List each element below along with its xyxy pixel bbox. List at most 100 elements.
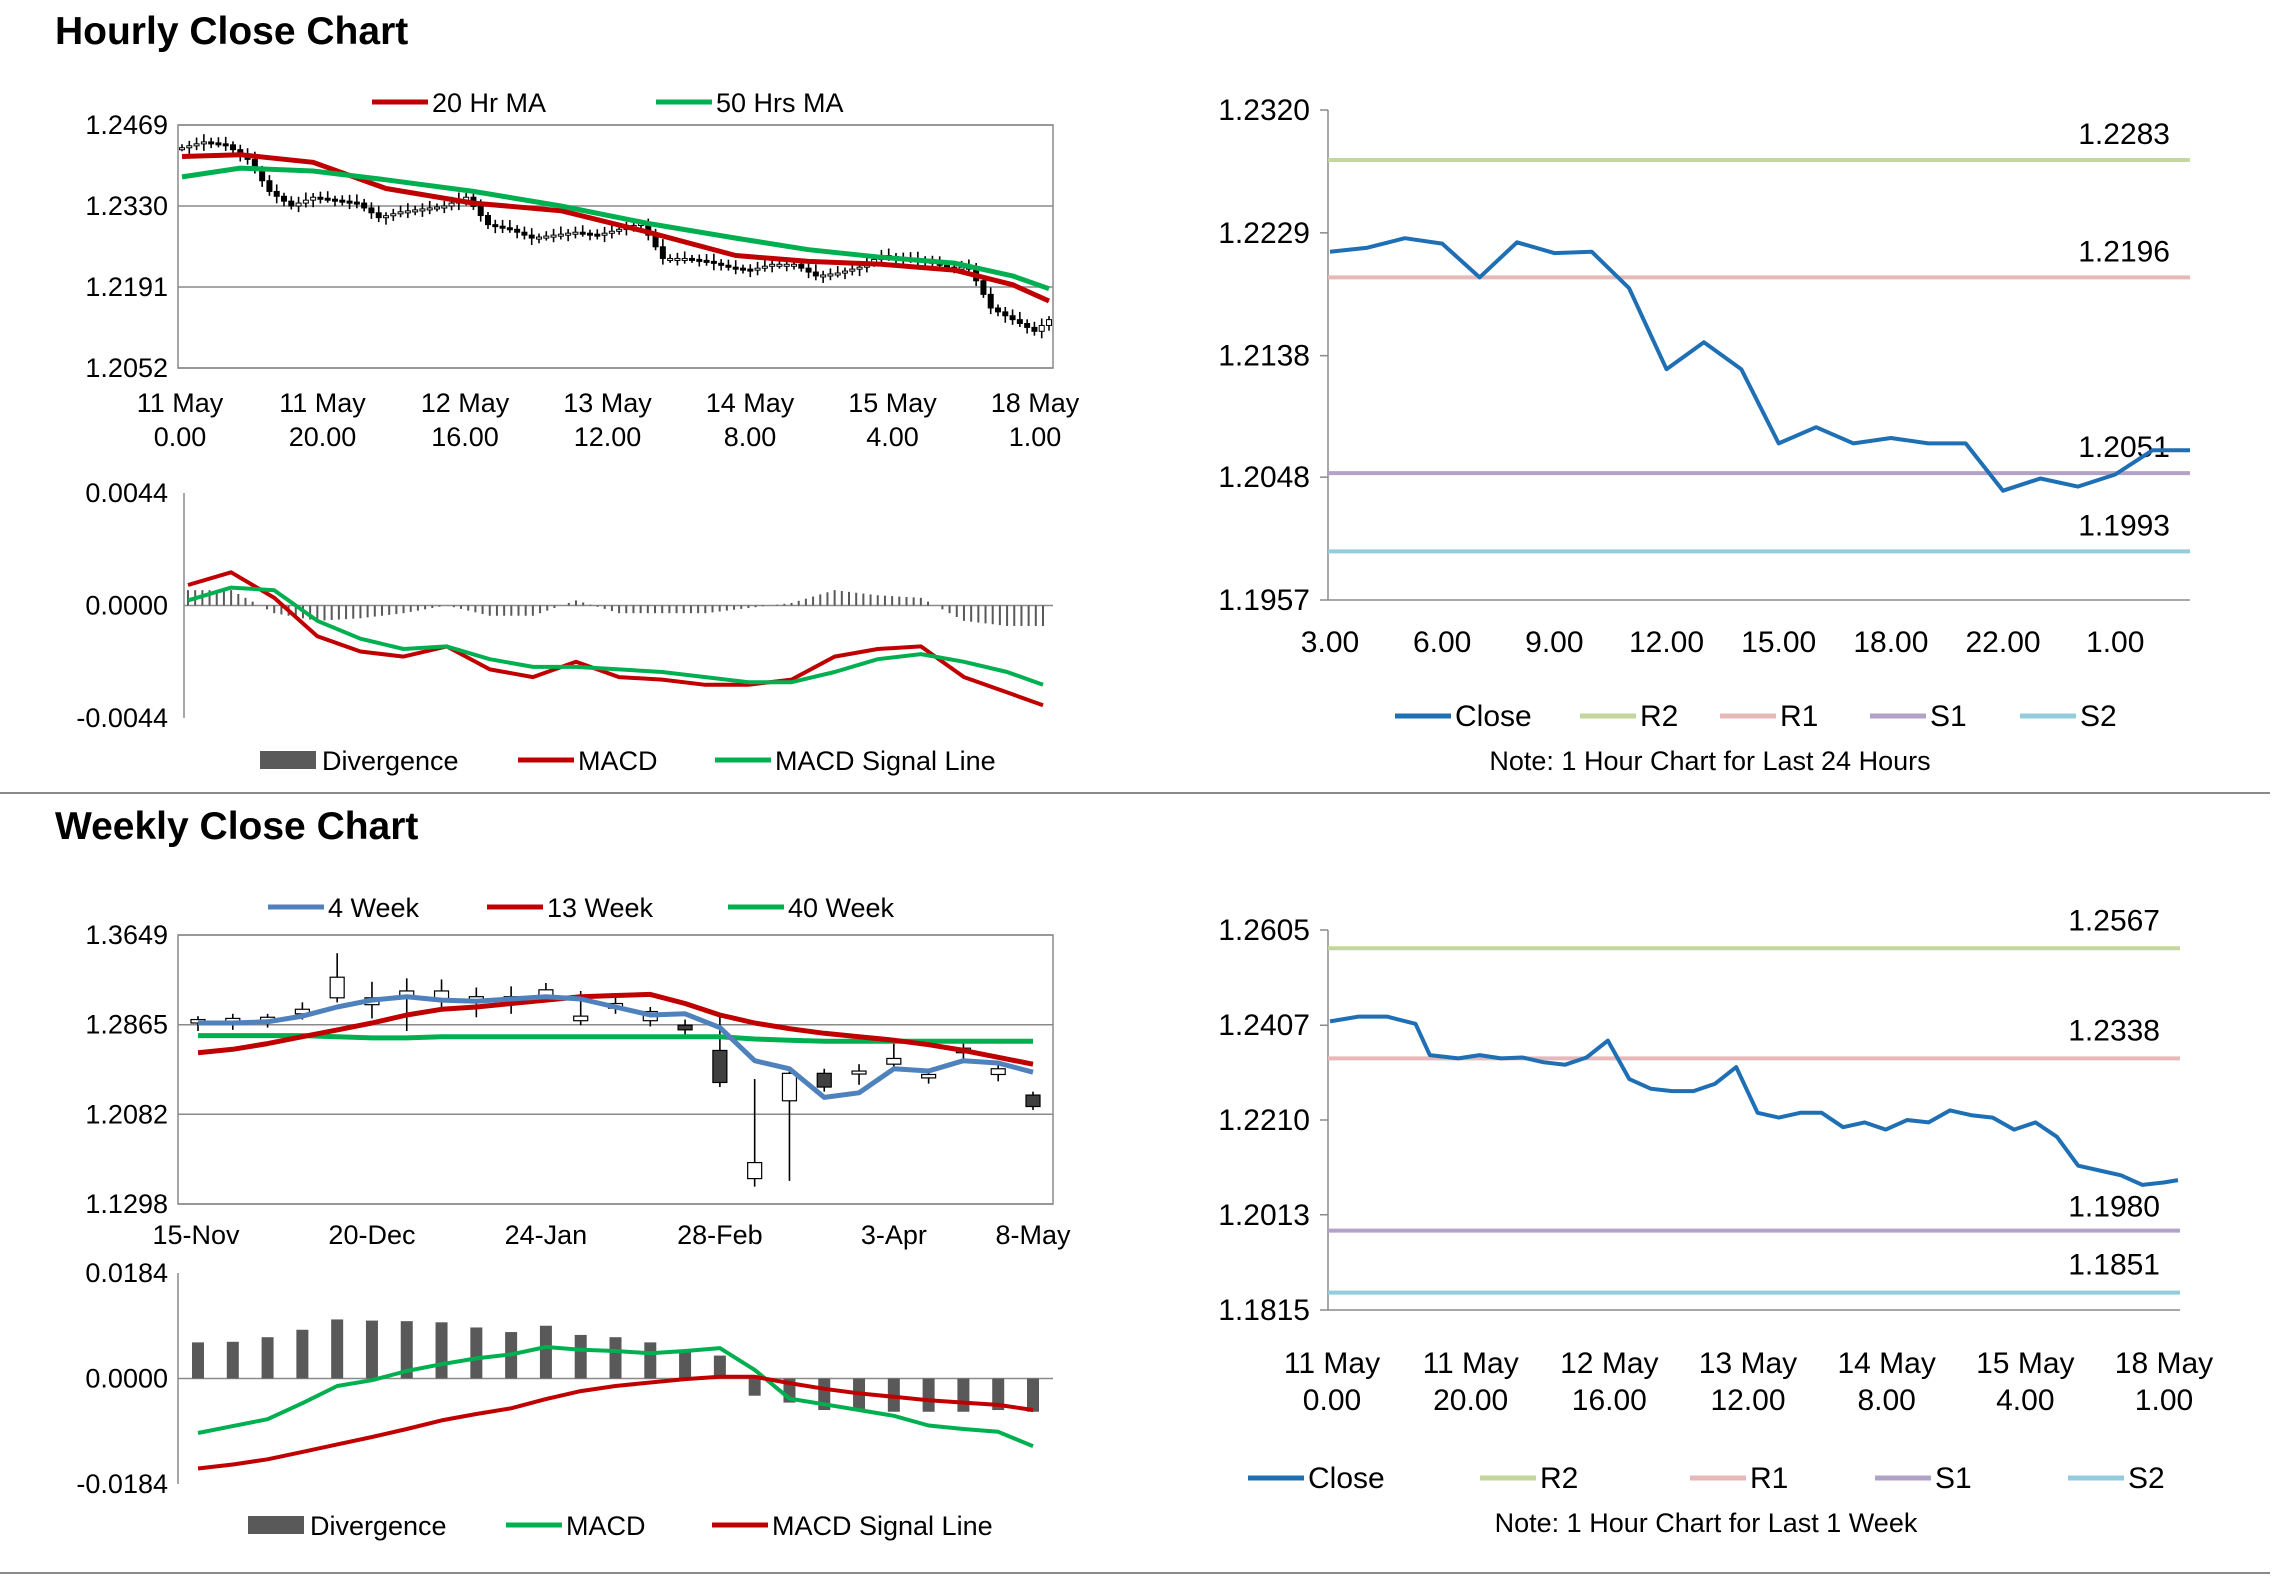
weekly-sr-x-tick: 1.00 <box>2135 1384 2193 1417</box>
weekly-divergence-bar <box>1027 1378 1039 1412</box>
weekly-sr-x-tick: 12.00 <box>1710 1384 1785 1417</box>
weekly-price-x-tick: 24-Jan <box>505 1220 588 1250</box>
hourly-candle-body <box>856 266 863 270</box>
hourly-price-x-tick: 12.00 <box>574 422 642 452</box>
weekly-sr-legend-r1-label: R1 <box>1750 1462 1788 1495</box>
hourly-sr-x-tick: 1.00 <box>2086 626 2144 659</box>
hourly-candle-body <box>987 293 994 309</box>
weekly-candle-body <box>886 1057 902 1065</box>
hourly-candle-body <box>302 199 309 204</box>
weekly-sr-y-tick: 1.1815 <box>1218 1294 1310 1327</box>
hourly-candle-body <box>215 142 222 146</box>
weekly-sr-y-tick: 1.2407 <box>1218 1009 1310 1042</box>
hourly-candle-body <box>404 210 411 214</box>
hourly-sr-x-tick: 6.00 <box>1413 626 1471 659</box>
hourly-candle-body <box>1002 311 1009 317</box>
hourly-candle-body <box>426 207 433 211</box>
hourly-candle-body <box>681 257 688 261</box>
weekly-divergence-bar <box>957 1378 970 1412</box>
weekly-sr-x-tick: 18 May <box>2115 1347 2213 1380</box>
hourly-price-x-tick: 18 May <box>991 388 1080 418</box>
weekly-sr-legend-s1-label: S1 <box>1935 1462 1972 1495</box>
weekly-price-x-tick: 28-Feb <box>677 1220 763 1250</box>
hourly-level-label-s2: 1.1993 <box>2078 509 2170 542</box>
hourly-candle-body <box>594 233 601 237</box>
hourly-candle-body <box>499 225 506 229</box>
weekly-candle-body <box>677 1024 693 1031</box>
weekly-candle-body <box>573 1015 589 1022</box>
weekly-candle-body <box>1025 1094 1041 1108</box>
weekly-sr-x-tick: 13 May <box>1699 1347 1797 1380</box>
hourly-level-label-r2: 1.2283 <box>2078 118 2170 151</box>
hourly-candle-body <box>295 202 302 207</box>
weekly-sr-note: Note: 1 Hour Chart for Last 1 Week <box>1495 1508 1918 1538</box>
hourly-candle-body <box>1024 323 1031 328</box>
weekly-divergence-bar <box>713 1355 726 1379</box>
hourly-candle-body <box>361 202 368 209</box>
weekly-sr-x-tick: 8.00 <box>1857 1384 1915 1417</box>
hourly-sr-legend-r1-label: R1 <box>1780 700 1818 733</box>
hourly-candle-body <box>812 271 819 277</box>
weekly-price-y-tick: 1.1298 <box>85 1189 168 1219</box>
hourly-candle-body <box>667 257 674 261</box>
hourly-candle-body <box>477 205 484 217</box>
hourly-price-x-tick: 13 May <box>563 388 652 418</box>
hourly-price-x-tick: 15 May <box>848 388 937 418</box>
hourly-macd-y-tick: 0.0044 <box>85 478 168 508</box>
hourly-candle-body <box>230 144 236 151</box>
weekly-legend-divergence-label: Divergence <box>310 1511 447 1541</box>
hourly-candle-body <box>441 205 448 209</box>
hourly-candle-body <box>995 307 1001 313</box>
weekly-level-label-s2: 1.1851 <box>2068 1249 2160 1282</box>
hourly-candle-body <box>616 228 623 232</box>
weekly-divergence-bar <box>261 1337 274 1379</box>
hourly-price-x-tick: 14 May <box>706 388 795 418</box>
hourly-candle-body <box>353 201 360 205</box>
weekly-sr-x-tick: 4.00 <box>1996 1384 2054 1417</box>
weekly-candle-body <box>851 1070 867 1075</box>
hourly-candle-body <box>266 180 273 192</box>
hourly-candle-body <box>674 257 681 261</box>
weekly-divergence-bar <box>679 1351 692 1379</box>
hourly-sr-legend-s1-label: S1 <box>1930 700 1967 733</box>
weekly-divergence-bar <box>922 1378 935 1412</box>
weekly-legend-macd-label: MACD <box>566 1511 646 1541</box>
hourly-candle-body <box>1038 324 1045 332</box>
hourly-legend-signal-label: MACD Signal Line <box>775 746 996 776</box>
hourly-price-y-tick: 1.2469 <box>85 110 168 140</box>
hourly-candle-body <box>375 212 382 219</box>
hourly-sr-note: Note: 1 Hour Chart for Last 24 Hours <box>1489 746 1930 776</box>
hourly-candle-body <box>193 143 200 147</box>
hourly-candle-body <box>259 169 266 182</box>
hourly-candle-body <box>390 213 397 217</box>
hourly-legend-divergence-swatch <box>260 751 316 769</box>
hourly-candle-body <box>842 270 848 274</box>
hourly-sr-x-tick: 15.00 <box>1741 626 1816 659</box>
weekly-section-title: Weekly Close Chart <box>55 805 419 848</box>
hourly-candle-body <box>601 232 608 236</box>
weekly-divergence-bar <box>574 1334 587 1379</box>
hourly-candle-body <box>419 208 426 212</box>
weekly-4wk-line <box>198 994 1034 1100</box>
hourly-candle-body <box>1009 315 1016 321</box>
hourly-candle-body <box>557 233 564 237</box>
weekly-macd-y-tick: -0.0184 <box>76 1469 168 1499</box>
weekly-price-y-tick: 1.3649 <box>85 920 168 950</box>
weekly-divergence-bar <box>609 1337 622 1379</box>
hourly-legend-macd-label: MACD <box>578 746 658 776</box>
hourly-sr-y-tick: 1.2138 <box>1218 340 1310 373</box>
hourly-candle-body <box>412 209 419 213</box>
hourly-candle-body <box>288 200 295 207</box>
hourly-candle-body <box>689 257 695 261</box>
weekly-sr-x-tick: 16.00 <box>1572 1384 1647 1417</box>
weekly-divergence-bar <box>192 1342 204 1379</box>
legend-20hr-ma-label: 20 Hr MA <box>432 88 546 118</box>
hourly-candle-body <box>1046 319 1052 326</box>
hourly-candle-body <box>332 198 338 202</box>
hourly-price-x-tick: 16.00 <box>431 422 499 452</box>
hourly-candle-body <box>608 230 615 234</box>
weekly-sr-legend-close-label: Close <box>1308 1462 1385 1495</box>
weekly-price-y-tick: 1.2865 <box>85 1010 168 1040</box>
hourly-sr-legend-r2-label: R2 <box>1640 700 1678 733</box>
